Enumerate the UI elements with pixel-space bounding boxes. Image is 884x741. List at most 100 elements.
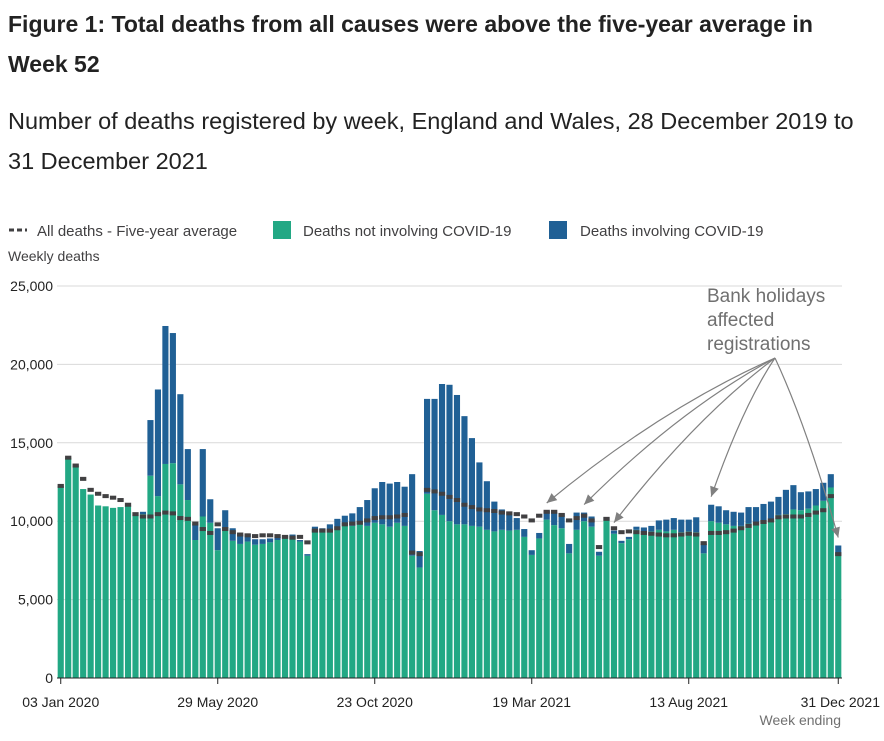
- legend-label-covid: Deaths involving COVID-19: [580, 223, 763, 240]
- bar-not-covid: [633, 529, 640, 678]
- average-marker: [573, 516, 580, 521]
- average-marker: [304, 540, 311, 545]
- average-marker: [251, 534, 259, 539]
- bar-not-covid: [506, 530, 513, 678]
- average-marker: [281, 534, 289, 539]
- average-marker: [655, 532, 662, 537]
- bar-covid: [431, 398, 438, 511]
- bar-covid: [506, 514, 513, 531]
- average-marker: [408, 550, 416, 555]
- legend-swatch-not-covid: [273, 221, 291, 239]
- average-marker: [87, 487, 94, 492]
- average-marker: [401, 512, 408, 517]
- average-marker: [364, 518, 371, 523]
- average-marker: [72, 463, 79, 468]
- average-marker: [551, 509, 558, 514]
- bar-not-covid: [551, 525, 558, 678]
- bar-not-covid: [304, 555, 311, 678]
- bar-not-covid: [543, 519, 550, 678]
- bar-covid: [618, 540, 625, 544]
- average-marker: [812, 510, 819, 515]
- average-marker: [334, 526, 341, 531]
- average-marker: [700, 541, 707, 546]
- bar-covid: [311, 526, 318, 530]
- average-marker: [229, 530, 236, 535]
- bar-not-covid: [782, 514, 789, 678]
- bar-not-covid: [476, 526, 483, 678]
- bar-not-covid: [326, 530, 333, 678]
- average-marker: [169, 511, 177, 516]
- bar-not-covid: [483, 529, 490, 678]
- bar-not-covid: [319, 532, 326, 678]
- average-marker: [476, 507, 483, 512]
- average-marker: [162, 510, 169, 515]
- bar-not-covid: [640, 532, 647, 678]
- bar-not-covid: [110, 507, 117, 678]
- bar-covid: [797, 492, 804, 511]
- y-axis-ticks: 0 5,000 10,000 15,000 20,000 25,000: [10, 278, 53, 686]
- bar-covid: [244, 533, 251, 542]
- x-axis-ticks: 03 Jan 2020 29 May 2020 23 Oct 2020 19 Mar …: [22, 678, 880, 710]
- x-tick-label: 19 Mar 2021: [492, 694, 571, 710]
- bar-covid: [401, 486, 408, 526]
- average-marker: [296, 534, 304, 539]
- annotation-arrow-line: [613, 357, 776, 523]
- average-marker: [678, 532, 685, 537]
- average-marker: [835, 552, 842, 557]
- average-marker: [595, 545, 603, 550]
- annotation-arrowhead: [613, 511, 624, 523]
- average-marker: [341, 522, 348, 527]
- bar-not-covid: [147, 475, 154, 678]
- average-marker: [782, 514, 790, 519]
- bar-covid: [199, 449, 206, 517]
- bar-not-covid: [648, 531, 655, 678]
- y-tick-label: 15,000: [10, 435, 53, 451]
- average-marker: [580, 513, 588, 518]
- bar-not-covid: [835, 555, 842, 678]
- bar-covid: [424, 398, 431, 494]
- bar-not-covid: [595, 555, 603, 678]
- y-tick-label: 25,000: [10, 278, 53, 294]
- bar-not-covid: [790, 509, 797, 678]
- average-marker: [767, 518, 775, 523]
- average-marker: [610, 526, 618, 531]
- bar-not-covid: [655, 529, 662, 678]
- bar-covid: [655, 520, 662, 530]
- bar-not-covid: [237, 543, 244, 678]
- average-marker: [199, 527, 206, 532]
- bar-covid: [648, 525, 655, 532]
- average-marker: [386, 515, 393, 520]
- bar-not-covid: [267, 542, 274, 678]
- y-tick-label: 20,000: [10, 356, 53, 372]
- bar-not-covid: [132, 514, 139, 678]
- average-marker: [222, 527, 229, 532]
- bar-covid: [812, 489, 819, 506]
- annotation-arrow-line: [774, 357, 839, 538]
- y-tick-label: 0: [45, 670, 53, 686]
- bar-covid: [775, 496, 782, 515]
- average-marker: [633, 530, 640, 535]
- bar-covid: [371, 488, 378, 523]
- bar-covid: [827, 474, 834, 488]
- bar-not-covid: [259, 543, 266, 678]
- bar-not-covid: [820, 500, 827, 678]
- average-marker: [730, 528, 737, 533]
- bar-covid: [498, 509, 505, 530]
- bar-not-covid: [468, 525, 475, 678]
- average-marker: [805, 512, 812, 517]
- annotation-arrow-line: [546, 357, 776, 504]
- bar-covid: [296, 540, 304, 542]
- bar-not-covid: [670, 529, 677, 678]
- bar-covid: [610, 530, 618, 534]
- bar-covid: [274, 536, 281, 541]
- average-marker: [558, 512, 565, 517]
- average-marker: [57, 483, 64, 488]
- bar-not-covid: [252, 544, 259, 678]
- annotation-arrows: [546, 357, 840, 538]
- average-marker: [483, 508, 491, 513]
- bar-not-covid: [289, 536, 296, 678]
- average-marker: [274, 534, 281, 539]
- bar-not-covid: [678, 532, 685, 678]
- average-marker: [184, 516, 191, 521]
- bar-covid: [446, 384, 453, 522]
